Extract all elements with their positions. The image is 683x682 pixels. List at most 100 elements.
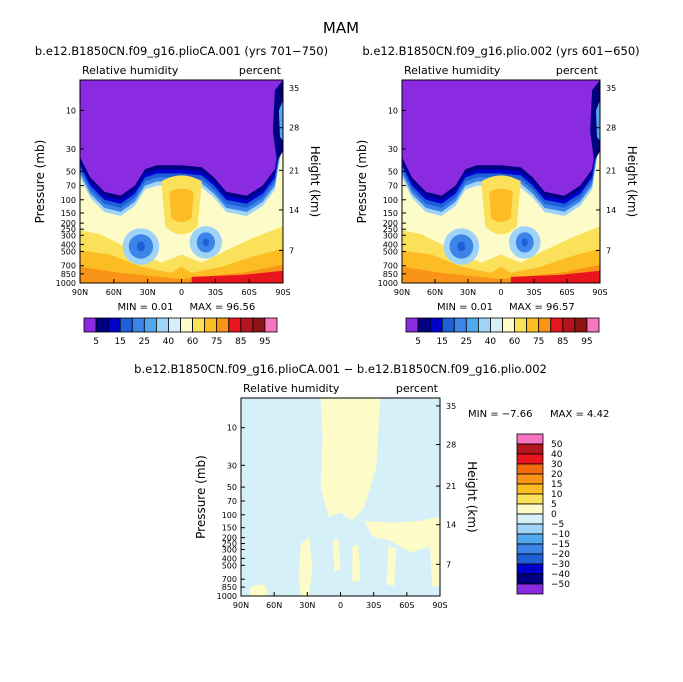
colorbar-swatch	[562, 317, 576, 333]
colorbar-swatch	[516, 573, 544, 585]
figure-title: MAM	[323, 19, 359, 37]
colorbar-swatch	[477, 317, 491, 333]
y-tick-label: 50	[388, 167, 398, 176]
colorbar-swatch	[168, 317, 181, 333]
colorbar-swatch	[95, 317, 109, 333]
colorbar-swatch	[465, 317, 479, 333]
colorbar-label: −20	[551, 550, 570, 560]
colorbar-label: 95	[581, 337, 592, 347]
chart-title: b.e12.B1850CN.f09_g16.plio.002 (yrs 601−…	[362, 44, 639, 58]
plot-area	[241, 398, 440, 596]
colorbar-swatch	[441, 317, 455, 333]
y-tick-label: 1000	[56, 279, 76, 288]
y-axis-label: Pressure (mb)	[194, 455, 208, 539]
colorbar-label: −5	[551, 520, 564, 530]
field-dry-core-south-inner	[202, 238, 209, 247]
x-tick-label: 90S	[592, 288, 607, 297]
colorbar-swatch	[516, 453, 544, 465]
colorbar-swatch	[516, 583, 544, 595]
colorbar-swatch	[143, 317, 157, 333]
y2-tick-label: 35	[446, 402, 456, 411]
colorbar-swatch	[516, 493, 544, 505]
colorbar-swatch	[429, 317, 443, 333]
y-tick-label: 300	[222, 545, 237, 554]
x-tick-label: 60S	[399, 601, 414, 610]
subtitle-right: percent	[239, 64, 282, 77]
y-tick-label: 10	[66, 106, 76, 115]
colorbar-swatch	[516, 513, 544, 525]
colorbar-swatch	[516, 483, 544, 495]
y2-tick-label: 28	[606, 124, 616, 133]
chart-title: b.e12.B1850CN.f09_g16.plioCA.001 (yrs 70…	[35, 44, 328, 58]
y2-tick-label: 14	[446, 521, 456, 530]
x-tick-label: 30S	[366, 601, 381, 610]
colorbar-swatch	[516, 523, 544, 535]
y-tick-label: 150	[222, 524, 237, 533]
colorbar-swatch	[252, 317, 266, 333]
y2-tick-label: 35	[289, 84, 299, 93]
colorbar-label: 25	[461, 337, 472, 347]
y-tick-label: 10	[227, 424, 237, 433]
y-tick-label: 250	[61, 225, 76, 234]
y2-axis-label: Height (km)	[465, 461, 479, 532]
panel-relative-humidity-pliocA001: b.e12.B1850CN.f09_g16.plioCA.001 (yrs 70…	[33, 44, 328, 313]
field-polar-edge-inner	[596, 100, 600, 141]
y-tick-label: 400	[383, 240, 398, 249]
panel-relative-humidity-plio002: b.e12.B1850CN.f09_g16.plio.002 (yrs 601−…	[355, 44, 640, 313]
y2-tick-label: 7	[606, 247, 611, 256]
y-tick-label: 30	[66, 145, 76, 154]
y-tick-label: 500	[222, 561, 237, 570]
x-tick-label: 30S	[208, 288, 223, 297]
colorbar-label: 5	[415, 337, 421, 347]
colorbar-swatch	[131, 317, 145, 333]
colorbar-label: 60	[187, 337, 199, 347]
y-tick-label: 100	[222, 511, 237, 520]
y-axis-label: Pressure (mb)	[33, 140, 47, 224]
colorbar-swatch	[107, 317, 121, 333]
field-positive-plume-a	[298, 536, 313, 596]
field-positive-plume-d	[386, 546, 397, 587]
field-polar-edge	[590, 80, 600, 162]
y-tick-label: 50	[227, 483, 237, 492]
colorbar-swatch	[516, 433, 544, 445]
horizontal-colorbar: 5 15 25 40 60 75 85 95 5 15 25 40 60 75 85 95	[83, 317, 600, 347]
colorbar-label: 40	[551, 450, 563, 460]
colorbar-swatch	[83, 317, 97, 333]
colorbar-swatch	[490, 317, 503, 333]
colorbar-label: 75	[211, 337, 222, 347]
y-tick-label: 500	[61, 248, 76, 257]
y2-tick-label: 14	[289, 206, 299, 215]
y-tick-label: 70	[388, 182, 398, 191]
y-tick-label: 850	[383, 270, 398, 279]
x-tick-label: 0	[498, 288, 503, 297]
subtitle-right: percent	[396, 382, 439, 395]
colorbar-label: −40	[551, 570, 570, 580]
colorbar-swatch	[526, 317, 540, 333]
y-tick-label: 10	[388, 106, 398, 115]
y-tick-label: 1000	[217, 592, 237, 601]
colorbar-label: 40	[163, 337, 175, 347]
colorbar-swatch	[417, 317, 431, 333]
y-tick-label: 150	[383, 209, 398, 218]
colorbar-label: 15	[551, 480, 562, 490]
x-tick-label: 30N	[460, 288, 476, 297]
y-tick-label: 70	[66, 182, 76, 191]
y2-tick-label: 35	[606, 84, 616, 93]
chart-title: b.e12.B1850CN.f09_g16.plioCA.001 − b.e12…	[134, 362, 547, 376]
field-surface-red	[191, 270, 283, 283]
colorbar-label: 25	[139, 337, 150, 347]
y-tick-label: 70	[227, 497, 237, 506]
subtitle-left: Relative humidity	[243, 382, 340, 395]
y2-tick-label: 7	[289, 247, 294, 256]
y2-tick-label: 14	[606, 206, 616, 215]
field-polar-edge-inner	[278, 100, 283, 141]
y-tick-label: 400	[61, 240, 76, 249]
y2-tick-label: 28	[289, 124, 299, 133]
x-tick-label: 90S	[275, 288, 290, 297]
x-tick-label: 90S	[432, 601, 447, 610]
field-tropical-core	[489, 188, 513, 223]
colorbar-label: 30	[551, 460, 563, 470]
field-positive-plume-b	[332, 538, 341, 573]
y-tick-label: 1000	[378, 279, 398, 288]
